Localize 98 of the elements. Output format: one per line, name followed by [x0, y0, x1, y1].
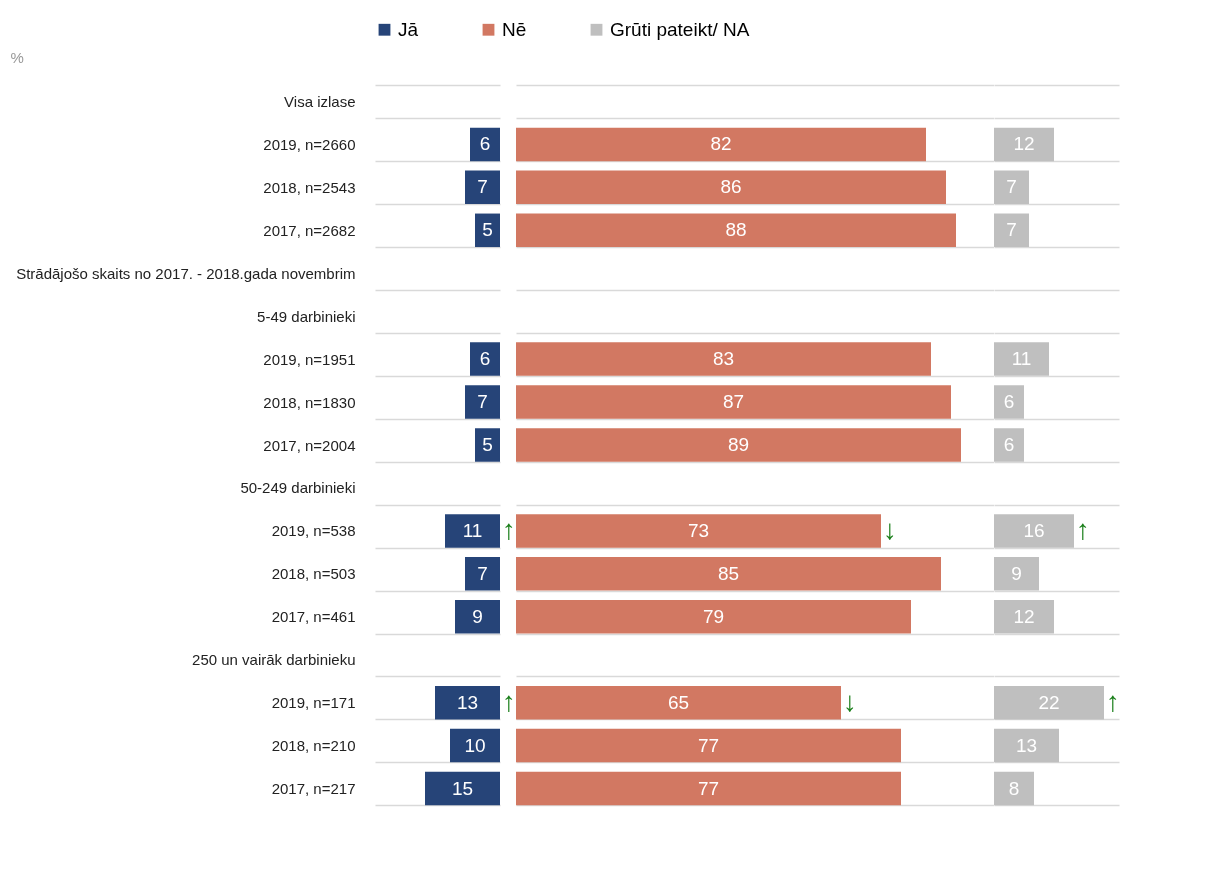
data-label: 11 — [462, 519, 483, 541]
data-label: 77 — [697, 734, 720, 756]
bar — [435, 685, 500, 720]
y-tick-label: 5-49 darbinieki — [257, 307, 356, 325]
y-tick-label: 250 un vairāk darbinieku — [192, 651, 356, 669]
data-label: 9 — [472, 605, 483, 627]
data-label: 5 — [482, 219, 493, 241]
bar — [994, 170, 1029, 205]
data-label: 85 — [717, 562, 740, 584]
data-label: 73 — [687, 519, 710, 541]
bar — [994, 385, 1024, 419]
bar — [516, 728, 901, 763]
bar — [516, 557, 941, 591]
bar — [450, 728, 500, 763]
y-tick-label: 2018, n=1830 — [263, 393, 356, 411]
data-label: 12 — [1013, 605, 1035, 627]
bar — [994, 771, 1034, 806]
y-tick-label: 2018, n=2543 — [263, 178, 356, 196]
bar — [455, 600, 500, 634]
annotation: ↑ — [502, 513, 516, 545]
y-tick-label: 2019, n=538 — [271, 522, 356, 540]
data-label: 5 — [482, 434, 493, 455]
bar — [516, 385, 951, 419]
y-tick-label: 2018, n=503 — [271, 565, 356, 583]
bar — [465, 385, 500, 419]
annotation: ↓ — [883, 513, 897, 545]
data-label: 83 — [712, 348, 735, 370]
annotation: ↓ — [843, 685, 857, 717]
bar — [516, 428, 961, 462]
data-label: 7 — [1006, 219, 1017, 241]
bar — [994, 728, 1059, 763]
bar — [516, 685, 841, 720]
bar — [516, 514, 881, 548]
bar — [994, 685, 1104, 720]
bar — [994, 428, 1024, 462]
data-label: 65 — [667, 691, 690, 713]
data-label: 6 — [1003, 391, 1015, 413]
bar — [516, 170, 946, 205]
annotation: ↑ — [1106, 685, 1120, 717]
bar — [994, 127, 1054, 162]
y-tick-label: 2019, n=1951 — [263, 350, 356, 368]
data-label: 7 — [477, 176, 488, 198]
bar — [994, 213, 1029, 248]
y-tick-label: 2019, n=171 — [271, 694, 356, 712]
data-label: 87 — [722, 391, 745, 413]
data-label: 89 — [727, 434, 750, 455]
bar — [516, 600, 911, 634]
bar — [994, 514, 1074, 548]
data-label: 6 — [479, 133, 491, 155]
y-tick-label: 2017, n=2682 — [263, 221, 356, 239]
legend-label: Nē — [502, 18, 527, 40]
bar — [470, 342, 500, 376]
y-tick-label: 2018, n=210 — [271, 737, 356, 755]
bar — [516, 771, 901, 806]
bar — [516, 342, 931, 376]
bar — [475, 428, 500, 462]
data-label: 8 — [1008, 777, 1020, 799]
y-tick-label: 2017, n=461 — [271, 608, 356, 626]
y-tick-label: Visa izlase — [284, 92, 356, 110]
y-tick-label: 2019, n=2660 — [263, 135, 356, 153]
data-label: 12 — [1013, 133, 1035, 155]
y-axis-title: % — [10, 48, 24, 66]
data-label: 77 — [697, 777, 720, 799]
bar — [425, 771, 500, 806]
y-tick-label: Strādājošo skaits no 2017. - 2018.gada novembrim — [16, 264, 356, 282]
data-label: 9 — [1011, 562, 1022, 584]
data-label: 13 — [456, 691, 479, 713]
data-label: 7 — [477, 391, 488, 413]
data-label: 6 — [1003, 434, 1015, 455]
annotation: ↑ — [1076, 513, 1090, 545]
bar — [994, 600, 1054, 634]
data-label: 11 — [1011, 348, 1032, 370]
bar — [994, 557, 1039, 591]
annotation: ↑ — [502, 685, 516, 717]
y-tick-label: 50-249 darbinieki — [240, 479, 356, 497]
bar — [516, 213, 956, 248]
data-label: 16 — [1023, 519, 1045, 541]
data-label: 88 — [725, 219, 747, 241]
data-label: 6 — [479, 348, 491, 370]
legend-label: Jā — [398, 18, 419, 40]
y-tick-label: 2017, n=2004 — [263, 436, 356, 454]
data-label: 86 — [720, 176, 742, 198]
bar — [465, 170, 500, 205]
data-label: 79 — [702, 605, 725, 627]
data-label: 10 — [464, 734, 486, 756]
bar — [994, 342, 1049, 376]
data-label: 7 — [1006, 176, 1017, 198]
data-label: 22 — [1038, 691, 1060, 713]
data-label: 13 — [1015, 734, 1038, 756]
data-label: 15 — [451, 777, 474, 799]
bar — [470, 127, 500, 162]
y-tick-label: 2017, n=217 — [271, 780, 356, 798]
bar — [465, 557, 500, 591]
bar — [445, 514, 500, 548]
bar — [516, 127, 926, 162]
data-label: 7 — [477, 562, 488, 584]
legend-label: Grūti pateikt/ NA — [610, 18, 750, 40]
data-label: 82 — [710, 133, 732, 155]
